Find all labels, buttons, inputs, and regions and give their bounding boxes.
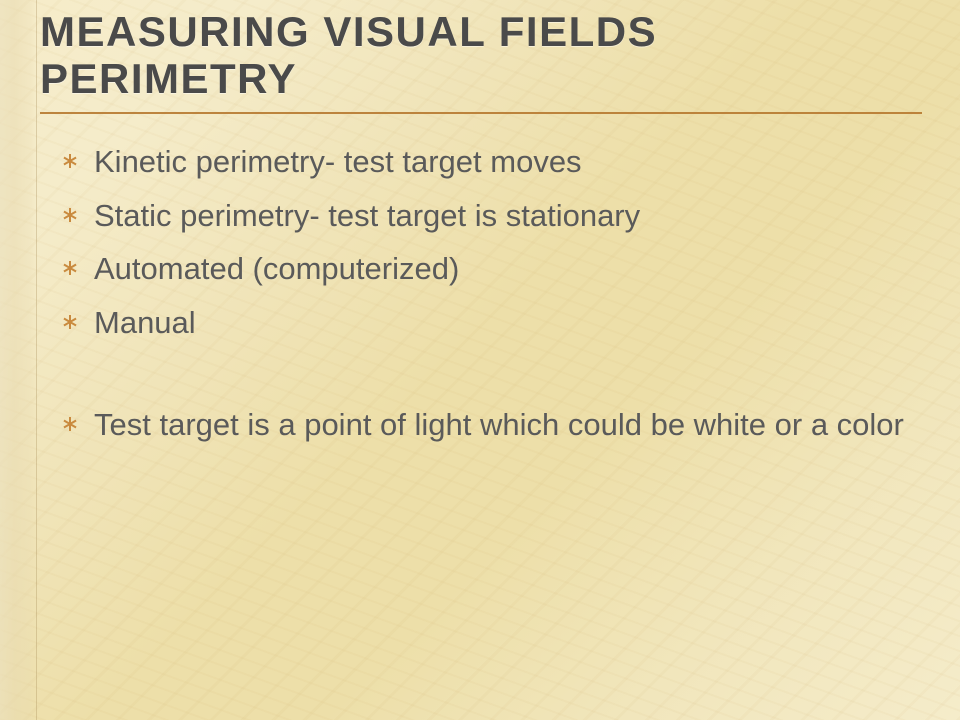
title-line-1: Measuring visual fields bbox=[40, 8, 657, 55]
bullet-text: Static perimetry- test target is station… bbox=[94, 198, 640, 233]
list-spacer bbox=[60, 357, 910, 405]
bullet-text: Kinetic perimetry- test target moves bbox=[94, 144, 582, 179]
asterisk-icon bbox=[62, 260, 78, 276]
left-strip bbox=[0, 0, 36, 720]
asterisk-icon bbox=[62, 153, 78, 169]
asterisk-icon bbox=[62, 416, 78, 432]
slide: Measuring visual fields Perimetry Kineti… bbox=[0, 0, 960, 720]
title-line-2: Perimetry bbox=[40, 55, 297, 102]
list-item: Kinetic perimetry- test target moves bbox=[60, 142, 910, 182]
left-strip-divider bbox=[36, 0, 37, 720]
list-item: Test target is a point of light which co… bbox=[60, 405, 910, 445]
list-item: Static perimetry- test target is station… bbox=[60, 196, 910, 236]
title-underline bbox=[40, 112, 922, 114]
asterisk-icon bbox=[62, 314, 78, 330]
slide-title: Measuring visual fields Perimetry bbox=[40, 8, 920, 102]
bullet-text: Manual bbox=[94, 305, 196, 340]
list-item: Manual bbox=[60, 303, 910, 343]
bullet-text: Test target is a point of light which co… bbox=[94, 407, 904, 442]
asterisk-icon bbox=[62, 207, 78, 223]
list-item: Automated (computerized) bbox=[60, 249, 910, 289]
content-area: Kinetic perimetry- test target moves Sta… bbox=[60, 142, 910, 458]
bullet-text: Automated (computerized) bbox=[94, 251, 459, 286]
